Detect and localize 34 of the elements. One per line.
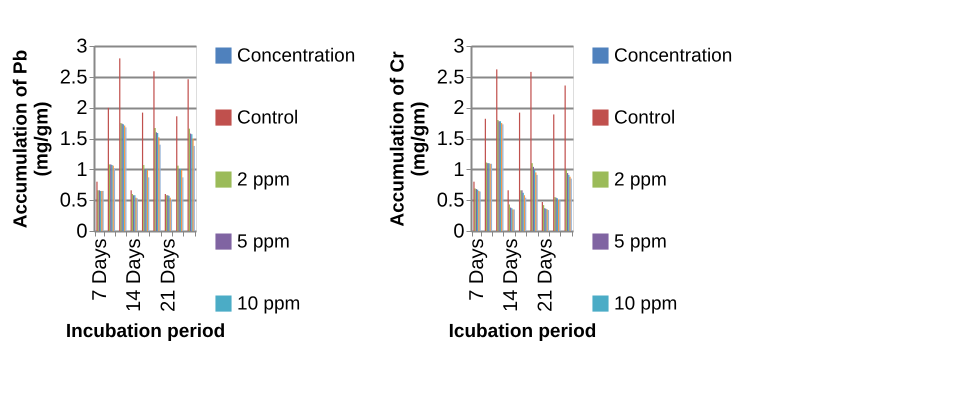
x-axis-title: Incubation period — [66, 320, 226, 342]
y-tick-label: 1 — [76, 158, 88, 181]
x-tick-label: 21 Days — [157, 238, 180, 312]
legend-label: 2 ppm — [237, 170, 290, 190]
legend-label: 10 ppm — [237, 294, 300, 314]
x-tick-label: 7 Days — [466, 238, 488, 301]
y-tick-label: 1 — [453, 158, 464, 181]
x-tick-label: 7 Days — [88, 238, 111, 301]
y-axis-title: Accumulation of Cr (mg/gm) — [388, 50, 430, 227]
legend-label: Control — [237, 108, 298, 128]
legend-label: Control — [614, 108, 676, 128]
y-tick-label: 3 — [76, 36, 88, 58]
y-tick-label: 2 — [453, 97, 464, 120]
y-tick-label: 1.5 — [436, 128, 464, 150]
x-tick-label: 21 Days — [534, 238, 556, 312]
y-tick-label: 3 — [453, 36, 464, 58]
legend-label: Concentration — [614, 46, 732, 66]
y-tick-label: 2 — [76, 97, 88, 120]
legend-label: 2 ppm — [614, 170, 667, 190]
y-tick-label: 2.5 — [60, 66, 88, 88]
legend-label: 10 ppm — [614, 294, 678, 314]
x-axis-title: Icubation period — [448, 320, 596, 342]
y-tick-label: 1.5 — [60, 128, 88, 150]
legend-label: 5 ppm — [614, 232, 667, 252]
legend-label: Concentration — [237, 46, 356, 66]
y-axis-title: Accumulation of Pb (mg/gm) — [10, 50, 53, 228]
y-tick-label: 0.5 — [436, 190, 464, 212]
y-tick-label: 0 — [76, 220, 88, 242]
y-tick-label: 0.5 — [60, 190, 88, 212]
legend-label: 5 ppm — [237, 232, 290, 252]
y-tick-label: 0 — [453, 220, 464, 242]
x-tick-label: 14 Days — [500, 238, 522, 312]
y-tick-label: 2.5 — [436, 66, 464, 88]
x-tick-label: 14 Days — [123, 238, 146, 312]
